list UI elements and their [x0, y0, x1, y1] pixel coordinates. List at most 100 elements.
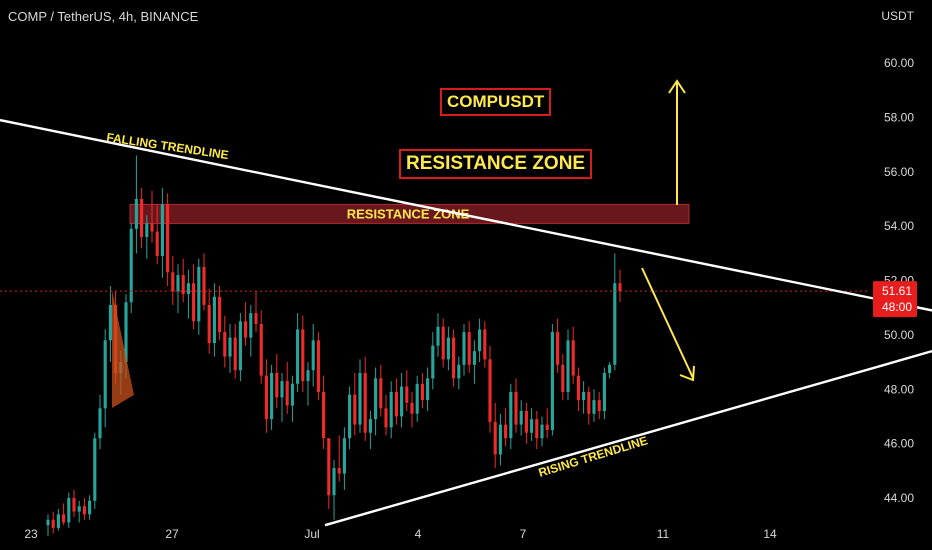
x-tick-label: 4: [415, 527, 422, 541]
candle-body: [207, 304, 211, 344]
y-tick-label: 48.00: [884, 382, 914, 396]
rising-trendline: [324, 350, 932, 527]
candle-body: [488, 359, 492, 422]
candle-body: [249, 313, 253, 338]
candle-body: [389, 391, 393, 428]
candle-body: [483, 329, 487, 360]
candle-body: [472, 351, 476, 365]
candle-body: [56, 514, 60, 528]
rising-trendline-label: RISING TRENDLINE: [537, 433, 649, 480]
candle-body: [462, 332, 466, 365]
candle-body: [602, 372, 606, 411]
y-tick-label: 46.00: [884, 437, 914, 451]
currency-label: USDT: [881, 9, 914, 23]
candle-body: [192, 283, 196, 322]
resistance-zone-annotation: RESISTANCE ZONE: [399, 149, 593, 179]
candle-body: [582, 391, 586, 401]
candle-body: [285, 381, 289, 406]
candle-body: [223, 332, 227, 357]
candle-body: [275, 372, 279, 398]
candle-body: [431, 345, 435, 379]
x-tick-label: 7: [520, 527, 527, 541]
down-arrow-shaft: [641, 267, 694, 379]
candle-body: [77, 506, 81, 512]
falling-trendline-label: FALLING TRENDLINE: [106, 130, 230, 162]
y-tick-label: 44.00: [884, 491, 914, 505]
candle-body: [140, 198, 144, 237]
candle-body: [368, 419, 372, 433]
candle-body: [166, 204, 170, 273]
up-arrow-head: [668, 79, 686, 94]
candle-body: [504, 424, 508, 439]
candle-body: [322, 391, 326, 439]
candle-body: [327, 438, 331, 496]
candle-body: [82, 506, 86, 515]
candle-body: [426, 378, 430, 401]
candle-body: [519, 411, 523, 425]
candle-body: [46, 519, 50, 526]
candle-body: [181, 275, 185, 295]
x-tick-label: Jul: [304, 527, 319, 541]
candle-body: [394, 391, 398, 417]
candle-body: [405, 386, 409, 403]
candle-body: [530, 419, 534, 433]
candle-body: [400, 386, 404, 417]
candle-body: [93, 438, 97, 501]
candle-body: [160, 204, 164, 257]
resistance-zone-label: RESISTANCE ZONE: [347, 206, 470, 221]
pattern-triangle: [112, 290, 134, 408]
candle-body: [452, 337, 456, 379]
y-tick-label: 56.00: [884, 165, 914, 179]
x-tick-label: 27: [165, 527, 179, 541]
candle-body: [202, 266, 206, 305]
candle-body: [270, 372, 274, 420]
candle-body: [535, 419, 539, 439]
x-tick-label: 14: [763, 527, 777, 541]
candle-body: [316, 340, 320, 392]
candle-body: [540, 424, 544, 439]
y-tick-label: 54.00: [884, 219, 914, 233]
candle-body: [571, 340, 575, 376]
y-tick-label: 60.00: [884, 56, 914, 70]
candle-body: [134, 198, 138, 229]
y-tick-label: 50.00: [884, 328, 914, 342]
candle-body: [176, 275, 180, 292]
candle-body: [384, 408, 388, 428]
candle-body: [363, 372, 367, 433]
candle-body: [301, 329, 305, 382]
candle-body: [379, 378, 383, 409]
candle-body: [238, 321, 242, 371]
candle-body: [597, 400, 601, 411]
candle-body: [150, 223, 154, 232]
candle-body: [62, 514, 66, 523]
candle-body: [353, 394, 357, 425]
candle-body: [296, 329, 300, 384]
candle-body: [212, 296, 216, 344]
down-arrow-head: [679, 365, 695, 382]
compusdt-annotation: COMPUSDT: [440, 88, 552, 116]
x-tick-label: 11: [657, 527, 670, 541]
candle-body: [342, 438, 346, 474]
symbol-title[interactable]: COMP / TetherUS, 4h, BINANCE: [8, 9, 199, 24]
candle-body: [613, 283, 617, 365]
candle-body: [576, 375, 580, 401]
candle-body: [467, 332, 471, 365]
candle-body: [410, 402, 414, 414]
candle-body: [446, 337, 450, 360]
candle-body: [311, 340, 315, 371]
candle-body: [493, 421, 497, 455]
candle-body: [228, 337, 232, 357]
candle-body: [348, 394, 352, 439]
last-price-label: 51.61: [882, 284, 912, 298]
candle-body: [524, 411, 528, 433]
candle-body: [587, 391, 591, 414]
candle-body: [108, 304, 112, 341]
candle-body: [556, 332, 560, 365]
candle-body: [358, 372, 362, 425]
candle-body: [129, 228, 133, 303]
candle-body: [436, 326, 440, 346]
candle-body: [254, 313, 258, 324]
candle-body: [88, 500, 92, 515]
